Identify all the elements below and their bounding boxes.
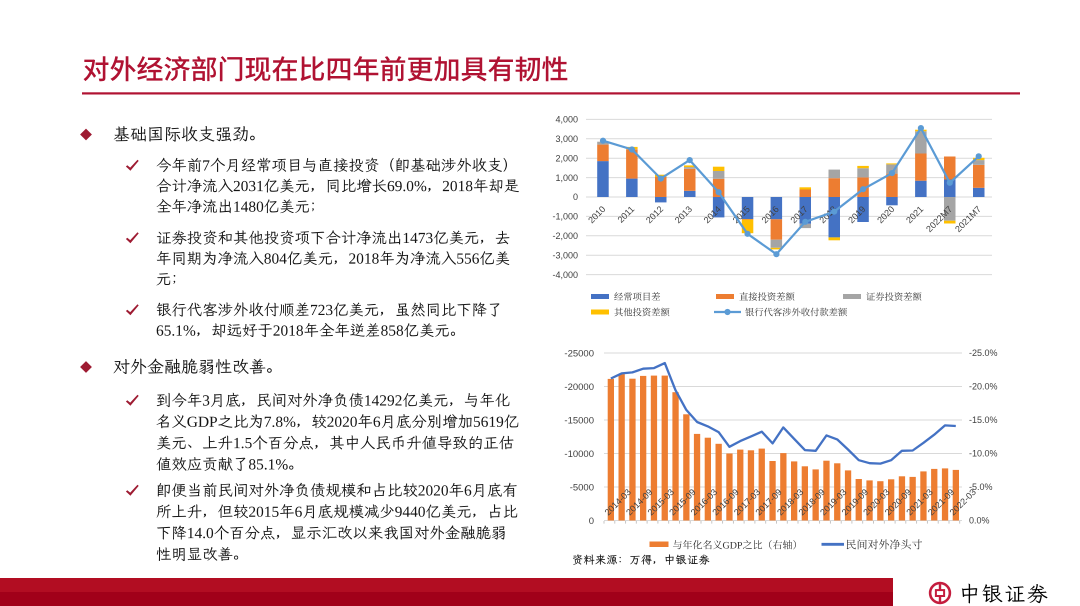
svg-text:-4,000: -4,000 bbox=[552, 270, 578, 280]
svg-text:-25.0%: -25.0% bbox=[969, 348, 998, 358]
svg-text:-5.0%: -5.0% bbox=[969, 482, 993, 492]
svg-text:-20000: -20000 bbox=[564, 382, 594, 393]
svg-text:2,000: 2,000 bbox=[555, 153, 578, 163]
svg-text:4,000: 4,000 bbox=[555, 115, 578, 125]
svg-text:2013: 2013 bbox=[673, 204, 694, 225]
svg-text:-1,000: -1,000 bbox=[552, 212, 578, 222]
svg-text:-3,000: -3,000 bbox=[552, 250, 578, 260]
svg-text:0: 0 bbox=[573, 192, 578, 202]
svg-text:2012: 2012 bbox=[644, 204, 665, 225]
svg-text:-15000: -15000 bbox=[564, 415, 594, 426]
svg-text:1,000: 1,000 bbox=[555, 173, 578, 183]
svg-text:-15.0%: -15.0% bbox=[969, 415, 998, 425]
svg-text:2020: 2020 bbox=[875, 204, 896, 225]
svg-text:-25000: -25000 bbox=[564, 348, 594, 359]
svg-text:2021M7: 2021M7 bbox=[953, 204, 983, 234]
svg-text:-2,000: -2,000 bbox=[552, 231, 578, 241]
svg-text:2011: 2011 bbox=[616, 204, 637, 225]
svg-text:3,000: 3,000 bbox=[555, 134, 578, 144]
svg-text:0.0%: 0.0% bbox=[969, 516, 990, 526]
svg-text:-10000: -10000 bbox=[564, 449, 594, 460]
svg-text:0: 0 bbox=[589, 516, 594, 527]
svg-text:-20.0%: -20.0% bbox=[969, 382, 998, 392]
svg-text:-5000: -5000 bbox=[570, 482, 594, 493]
svg-text:2010: 2010 bbox=[586, 204, 607, 225]
svg-text:2021: 2021 bbox=[904, 204, 925, 225]
svg-text:-10.0%: -10.0% bbox=[969, 449, 998, 459]
